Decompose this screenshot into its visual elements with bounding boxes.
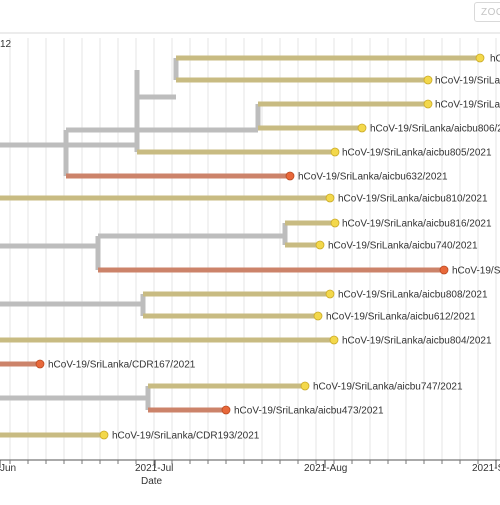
tip-marker [330,218,340,228]
tip-label: hCoV-19/SriLanka/aicbu806/2021 [370,124,500,135]
tip-label: hCoV-19/SriLanka/... [452,266,500,277]
tip-marker [423,75,433,85]
tip-label: hCoV-19/SriLanka/aicbu816/2021 [342,219,492,230]
tip-marker [325,193,335,203]
tip-label: hCoV-19/SriLanka/aicbu632/2021 [298,172,448,183]
tip-marker [99,430,109,440]
tip-label: hCoV-19/SriLanka/aicbu... [435,100,500,111]
corner-label: 12 [0,39,12,50]
tip-marker [221,405,231,415]
tip-marker [423,99,433,109]
x-axis-tick-label: 2021-Aug [304,463,347,474]
tip-label: hCoV-19/SriLanka/aicbu747/2021 [313,382,463,393]
tip-marker [35,359,45,369]
tip-label: hCoV-19/SriLanka/aicbu473/2021 [234,406,384,417]
tip-label: hCoV-19/SriLanka/aicbu... [435,76,500,87]
tip-label: hCoV-19/SriLanka/aicbu804/2021 [342,336,492,347]
zoom-button[interactable]: ZOOM [474,2,500,22]
tip-marker [325,289,335,299]
x-axis-tick-label: Jun [0,463,16,474]
tip-label: hCoV-19/SriLanka/aicbu612/2021 [326,312,476,323]
tip-marker [357,123,367,133]
tip-label: hCoV-19/SriLanka/CDR167/2021 [48,360,196,371]
tip-marker [475,53,485,63]
tip-marker [285,171,295,181]
tip-label: hCoV-19/SriLanka/aicbu805/2021 [342,148,492,159]
tip-marker [313,311,323,321]
x-axis-tick-label: 2021-Jul [135,463,173,474]
tip-marker [300,381,310,391]
tip-marker [329,335,339,345]
tip-label: hCoV-19/SriLanka/aicbu808/2021 [338,290,488,301]
tip-marker [439,265,449,275]
tip-label: hCoV-19/SriLanka/aicbu740/2021 [328,241,478,252]
x-axis-title: Date [141,476,163,487]
tip-label: hCoV-19/SriLanka/aicbu810/2021 [338,194,488,205]
tip-label: hCoV-19/SriLanka/aicbu... [490,54,500,65]
tip-marker [330,147,340,157]
tip-marker [315,240,325,250]
x-axis-tick-label: 2021-Sep [472,463,500,474]
tip-label: hCoV-19/SriLanka/CDR193/2021 [112,431,260,442]
